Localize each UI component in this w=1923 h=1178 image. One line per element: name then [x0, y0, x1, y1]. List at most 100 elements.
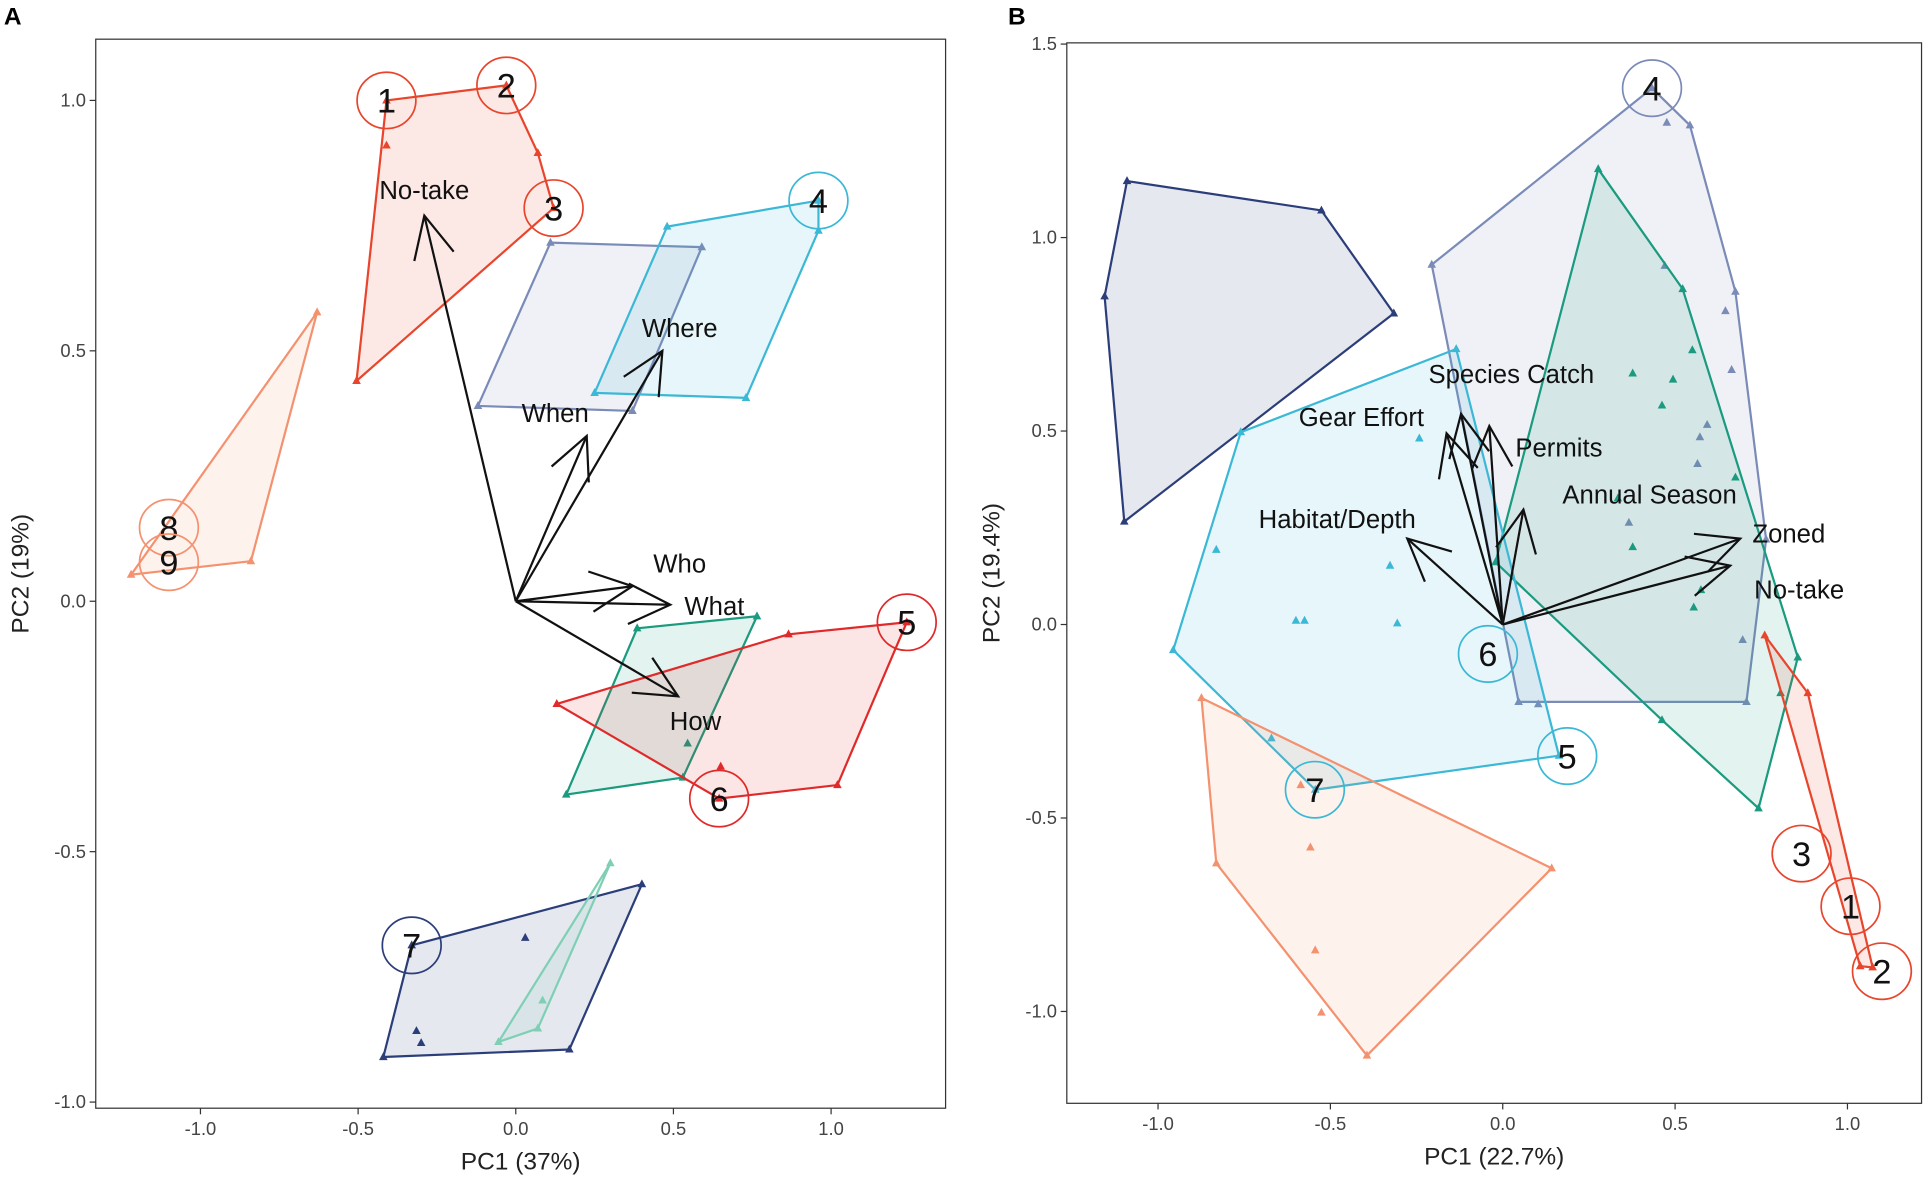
- data-point: [382, 95, 391, 104]
- loading-vector: [1501, 509, 1525, 625]
- data-point: [416, 1038, 426, 1047]
- site-circle: [1457, 624, 1519, 683]
- data-point: [1793, 652, 1803, 661]
- data-point: [784, 629, 793, 638]
- data-point: [1613, 493, 1623, 502]
- y-tick-label: 0.0: [60, 590, 86, 611]
- vector-label: Habitat/Depth: [1259, 506, 1416, 534]
- y-tick-label: 0.5: [1031, 420, 1057, 441]
- vector-arrowhead: [1448, 411, 1490, 460]
- data-point: [520, 932, 530, 941]
- vector-arrowhead: [1495, 507, 1537, 555]
- site-label: 7: [402, 928, 421, 966]
- data-point: [632, 623, 642, 632]
- data-point: [1451, 344, 1461, 353]
- data-point: [814, 225, 823, 234]
- site-circle: [476, 56, 537, 115]
- data-point: [662, 221, 672, 230]
- site-label: 5: [1558, 738, 1577, 776]
- site-label: 3: [1792, 836, 1811, 874]
- site-circle: [688, 769, 750, 828]
- y-tick-label: 1.0: [1031, 227, 1057, 248]
- vector-label: Zoned: [1752, 521, 1825, 549]
- data-point: [382, 140, 391, 149]
- vector-label: Annual Season: [1562, 481, 1736, 509]
- data-point: [473, 401, 483, 409]
- site-circle: [356, 71, 417, 130]
- data-point: [1689, 602, 1698, 611]
- site-label: 1: [377, 83, 396, 121]
- panel-a-biplot: -1.0 -0.5 0.0 0.5 1.0 -1.0 -0.5 0.0 0.5 1.0 PC1 (3…: [7, 38, 947, 1175]
- data-point: [1362, 1050, 1372, 1059]
- panel-b-biplot: -1.0 -0.5 0.0 0.5 1.0 -1.0 -0.5 0.0 0.5 1.0 1.5 PC1…: [978, 33, 1923, 1171]
- vector-arrowhead: [1470, 423, 1514, 470]
- data-point: [1392, 618, 1402, 627]
- data-point: [1647, 83, 1657, 92]
- data-point: [1385, 560, 1395, 569]
- data-point: [565, 1044, 574, 1053]
- data-point: [697, 242, 707, 251]
- data-point: [1533, 699, 1543, 708]
- data-point: [1702, 419, 1712, 428]
- x-tick-label: 0.5: [1662, 1113, 1688, 1134]
- y-tick-label: -0.5: [1025, 807, 1057, 828]
- data-point: [1306, 842, 1315, 851]
- data-point: [606, 858, 615, 867]
- data-point: [741, 393, 751, 401]
- site-label: 6: [710, 781, 729, 819]
- x-tick-label: -0.5: [1315, 1113, 1347, 1134]
- data-point: [352, 375, 361, 384]
- data-point: [1803, 688, 1813, 697]
- y-tick-label: 1.5: [1031, 33, 1057, 54]
- x-tick-label: 0.5: [661, 1118, 687, 1139]
- data-point: [552, 699, 562, 707]
- data-point: [1742, 697, 1751, 705]
- panel-title-b: B: [1008, 3, 1026, 30]
- y-tick-label: -1.0: [54, 1091, 86, 1112]
- plot-area: [95, 38, 947, 1109]
- site-circle: [1284, 760, 1346, 819]
- loading-vector: [1502, 564, 1731, 626]
- data-point: [1688, 345, 1697, 354]
- data-point: [538, 995, 547, 1004]
- vector-label: Who: [653, 550, 706, 578]
- x-tick-label: 0.0: [503, 1118, 529, 1139]
- vector-arrowhead: [1693, 532, 1743, 573]
- panel-title-a: A: [4, 3, 22, 30]
- data-point: [1662, 117, 1672, 126]
- vector-label: Permits: [1515, 435, 1602, 463]
- data-point: [494, 1037, 503, 1046]
- vector-label: How: [670, 708, 722, 736]
- x-tick-label: -1.0: [185, 1118, 217, 1139]
- data-point: [1685, 120, 1695, 129]
- x-axis-label: PC1 (37%): [461, 1148, 581, 1175]
- data-point: [1855, 961, 1865, 970]
- loading-vector: [1459, 413, 1504, 625]
- y-tick-label: 0.5: [60, 340, 86, 361]
- data-point: [1197, 693, 1206, 702]
- data-point: [1593, 164, 1603, 173]
- data-point: [1300, 615, 1309, 624]
- data-point: [1547, 863, 1556, 872]
- vector-arrowhead: [413, 213, 455, 262]
- vector-label: Where: [642, 315, 718, 343]
- vector-arrowhead: [627, 582, 673, 626]
- data-point: [590, 388, 599, 396]
- x-tick-label: 0.0: [1490, 1113, 1516, 1134]
- data-point: [628, 406, 637, 414]
- data-point: [1695, 432, 1705, 441]
- data-point: [1100, 291, 1109, 300]
- site-label: 9: [159, 544, 178, 582]
- site-circle: [1621, 59, 1683, 118]
- data-point: [1119, 516, 1129, 525]
- data-point: [1291, 615, 1301, 624]
- data-point: [1760, 630, 1770, 639]
- data-point: [752, 611, 762, 620]
- data-point: [1628, 368, 1637, 377]
- group-hull: [1103, 179, 1395, 523]
- loading-vector: [514, 350, 664, 602]
- data-point: [533, 148, 543, 157]
- vector-arrowhead: [1684, 555, 1733, 597]
- x-tick-label: -0.5: [342, 1118, 374, 1139]
